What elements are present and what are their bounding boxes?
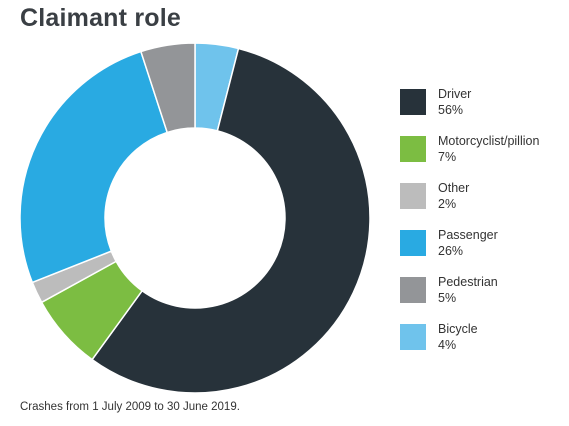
legend-value-other: 2% xyxy=(438,197,457,211)
slice-passenger xyxy=(19,50,169,284)
slice-driver xyxy=(91,47,371,394)
legend-label-other: Other xyxy=(438,181,470,195)
legend-swatch-pedestrian xyxy=(400,277,426,303)
legend-item-driver: Driver 56% xyxy=(400,86,565,126)
legend-item-other: Other 2% xyxy=(400,180,565,220)
legend-value-pedestrian: 5% xyxy=(438,291,457,305)
slice-pedestrian xyxy=(139,42,196,134)
legend-value-passenger: 26% xyxy=(438,244,464,258)
legend-label-motorcyclist: Motorcyclist/pillion xyxy=(438,134,540,148)
legend-swatch-motorcyclist xyxy=(400,136,426,162)
legend-value-bicycle: 4% xyxy=(438,338,457,352)
legend-value-motorcyclist: 7% xyxy=(438,150,457,164)
legend-value-driver: 56% xyxy=(438,103,464,117)
legend-label-passenger: Passenger xyxy=(438,228,498,242)
legend-label-driver: Driver xyxy=(438,87,472,101)
legend-swatch-bicycle xyxy=(400,324,426,350)
legend-swatch-other xyxy=(400,183,426,209)
legend-label-pedestrian: Pedestrian xyxy=(438,275,498,289)
footnote: Crashes from 1 July 2009 to 30 June 2019… xyxy=(20,401,240,413)
legend-item-pedestrian: Pedestrian 5% xyxy=(400,274,565,314)
legend-item-bicycle: Bicycle 4% xyxy=(400,321,565,361)
chart-title: Claimant role xyxy=(20,4,181,32)
legend-item-motorcyclist: Motorcyclist/pillion 7% xyxy=(400,133,565,173)
legend-swatch-driver xyxy=(400,89,426,115)
legend-label-bicycle: Bicycle xyxy=(438,322,478,336)
legend-item-passenger: Passenger 26% xyxy=(400,227,565,267)
legend-swatch-passenger xyxy=(400,230,426,256)
